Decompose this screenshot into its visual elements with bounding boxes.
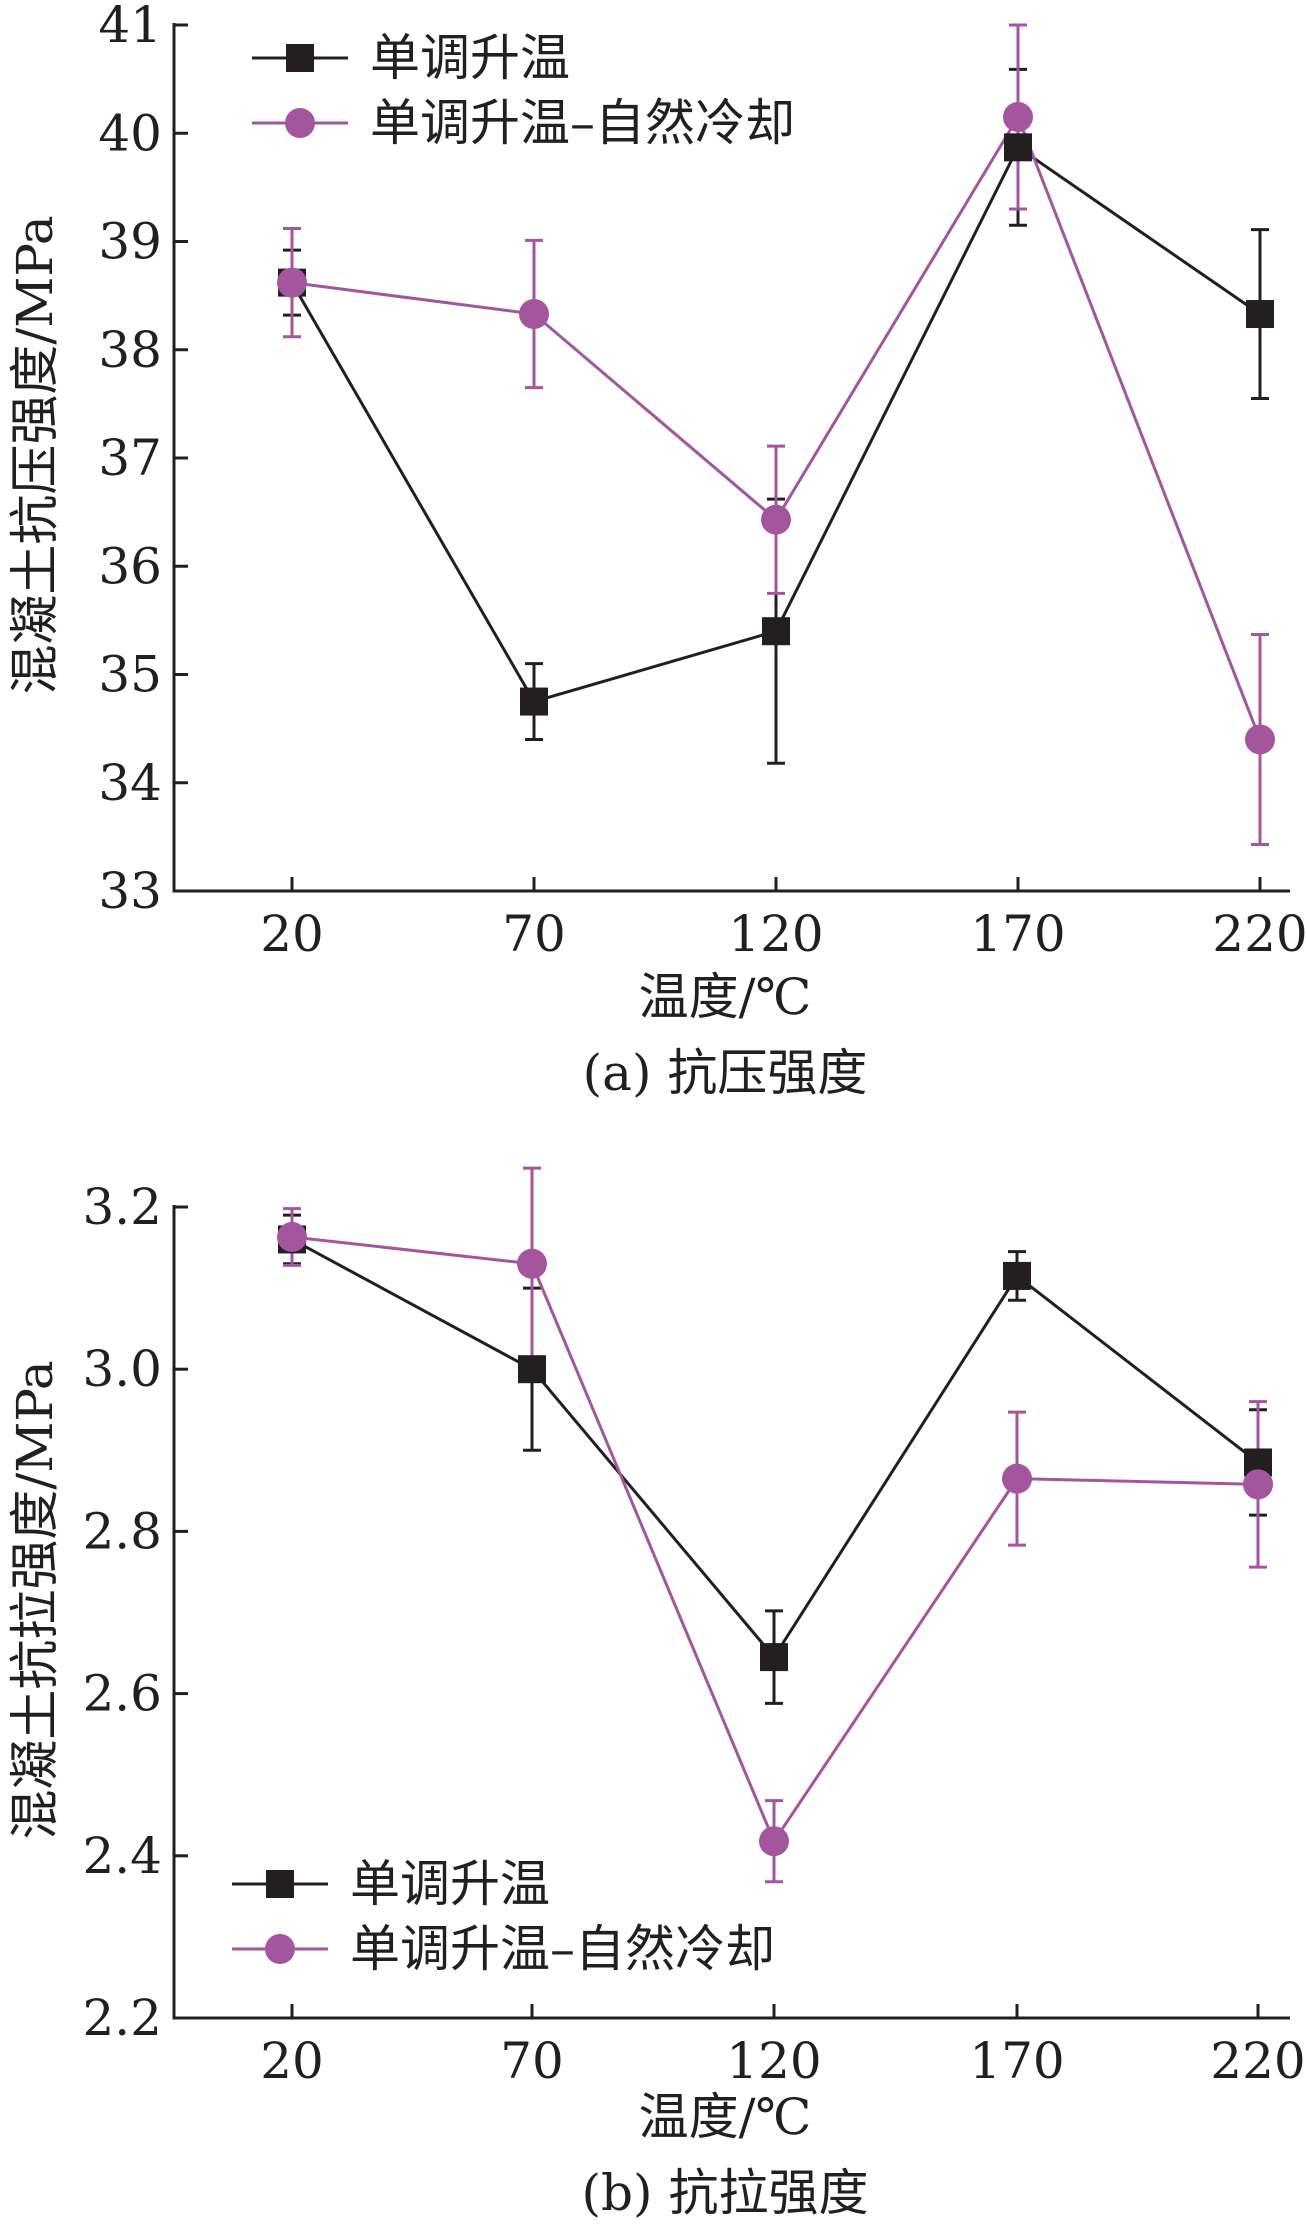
- legend-marker-square: [286, 44, 314, 72]
- y-tick-label: 34: [98, 754, 162, 812]
- chart-caption: (b) 抗拉强度: [582, 2164, 869, 2222]
- x-axis-label: 温度/℃: [639, 968, 812, 1026]
- y-tick-label: 36: [98, 537, 162, 595]
- y-tick-label: 3.2: [82, 1178, 162, 1236]
- y-axis-label: 混凝土抗压强度/MPa: [6, 215, 64, 694]
- x-tick-label: 220: [1212, 905, 1306, 963]
- data-point-circle: [277, 267, 307, 298]
- y-tick-label: 33: [98, 862, 162, 920]
- data-point-circle: [277, 1222, 307, 1253]
- axes-b: 2.2 2.4 2.6 2.8 3.0 3.2 20 70 120 170 220: [82, 1178, 1305, 2090]
- data-point-square: [1246, 300, 1274, 329]
- x-tick-label: 220: [1210, 2032, 1305, 2090]
- chart-caption: (a) 抗压强度: [583, 1044, 868, 1102]
- axis-lines: [172, 23, 1290, 893]
- data-point-circle: [761, 504, 791, 535]
- y-tick-label: 2.4: [82, 1827, 162, 1885]
- y-axis-label: 混凝土抗拉强度/MPa: [6, 1360, 64, 1839]
- legend-label: 单调升温: [370, 29, 570, 87]
- series-line-1: [291, 1238, 1259, 1660]
- chart-panel-a: 33 34 35 36 37 38 39 40 41 20 70 120 170 220 单调升温 单调升温…: [6, 0, 1306, 1102]
- axis-lines: [172, 1205, 1290, 2020]
- series-a: [277, 23, 1275, 846]
- chart-panel-b: 2.2 2.4 2.6 2.8 3.0 3.2 20 70 120 170 220 单调升温 单调升温…: [0, 1120, 1306, 2240]
- legend-label: 单调升温: [350, 1855, 550, 1913]
- y-tick-label: 39: [98, 213, 162, 271]
- y-tick-label: 41: [98, 0, 162, 54]
- data-point-circle: [1243, 1469, 1273, 1500]
- data-point-circle: [519, 299, 549, 330]
- y-tick-label: 2.6: [82, 1665, 162, 1723]
- data-point-square: [518, 1355, 546, 1384]
- data-point-circle: [1003, 102, 1033, 133]
- legend-marker-square: [266, 1870, 294, 1898]
- data-point-square: [760, 1643, 788, 1672]
- data-point-square: [762, 617, 790, 646]
- series-line-2: [291, 1235, 1259, 1845]
- x-tick-label: 170: [969, 2032, 1064, 2090]
- y-tick-label: 35: [98, 646, 162, 704]
- legend-label: 单调升温–自然冷却: [350, 1920, 775, 1978]
- x-tick-label: 70: [500, 2032, 564, 2090]
- data-point-circle: [517, 1248, 547, 1279]
- data-point-square: [1004, 133, 1032, 162]
- x-tick-label: 70: [502, 905, 566, 963]
- data-point-circle: [1245, 724, 1275, 755]
- legend-marker-circle: [265, 1934, 295, 1964]
- data-point-circle: [759, 1826, 789, 1857]
- x-axis-label: 温度/℃: [639, 2088, 812, 2146]
- x-tick-label: 20: [260, 905, 324, 963]
- x-tick-label: 120: [726, 2032, 821, 2090]
- legend-label: 单调升温–自然冷却: [370, 94, 795, 152]
- data-point-circle: [1002, 1463, 1032, 1494]
- y-tick-label: 38: [98, 321, 162, 379]
- data-point-square: [520, 687, 548, 716]
- chart-b: 2.22.42.62.83.03.220 70 120 170 220 单调升温单调升温…: [6, 1166, 1306, 2222]
- x-tick-label: 20: [260, 2032, 324, 2090]
- y-tick-label: 40: [98, 104, 162, 162]
- series-b: [277, 1166, 1273, 1884]
- y-tick-label: 37: [98, 429, 162, 487]
- x-tick-label: 170: [970, 905, 1065, 963]
- legend-marker-circle: [285, 108, 315, 138]
- y-tick-label: 2.8: [82, 1502, 162, 1560]
- y-tick-label: 2.2: [82, 1989, 162, 2047]
- data-point-square: [1003, 1261, 1031, 1290]
- x-tick-label: 120: [728, 905, 823, 963]
- y-tick-label: 3.0: [82, 1340, 162, 1398]
- axes-a: 33 34 35 36 37 38 39 40 41 20 70 120 170 220: [98, 0, 1306, 963]
